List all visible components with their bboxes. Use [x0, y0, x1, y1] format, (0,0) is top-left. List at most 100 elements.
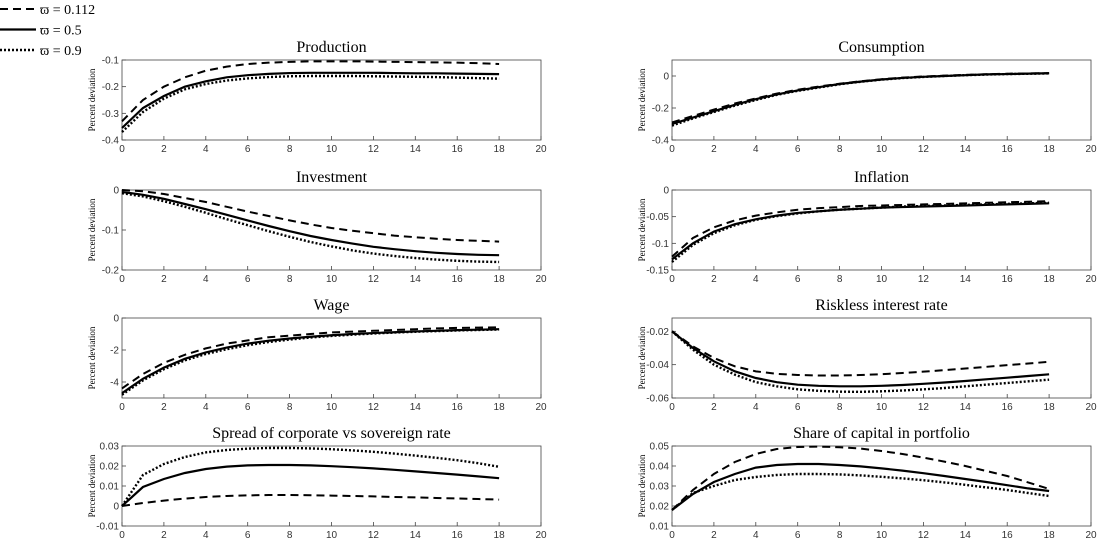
x-tick-label: 20	[535, 144, 547, 155]
x-tick-label: 8	[837, 274, 843, 285]
x-tick-label: 0	[669, 530, 675, 541]
x-tick-label: 20	[535, 274, 547, 285]
y-tick-label: -0.15	[646, 266, 669, 277]
y-axis-label: Percent deviation	[87, 198, 97, 261]
plot-frame	[121, 445, 542, 527]
x-tick-label: 20	[1085, 144, 1097, 155]
x-tick-label: 16	[452, 402, 464, 413]
x-tick-label: 4	[203, 530, 209, 541]
y-tick-label: 0.01	[100, 482, 120, 493]
x-tick-label: 10	[326, 144, 338, 155]
subplot-title: Share of capital in portfolio	[793, 425, 970, 442]
x-tick-label: 4	[203, 402, 209, 413]
subplot-title: Riskless interest rate	[815, 297, 947, 314]
x-tick-label: 18	[1044, 402, 1056, 413]
x-tick-label: 2	[161, 402, 167, 413]
y-tick-label: -0.02	[646, 327, 669, 338]
series-line	[671, 200, 1050, 258]
y-tick-label: -0.1	[102, 226, 120, 237]
x-tick-label: 12	[918, 402, 930, 413]
series-line	[671, 330, 1050, 388]
legend-label: ϖ = 0.9	[40, 44, 82, 59]
series-line	[121, 494, 500, 507]
x-tick-label: 14	[410, 530, 422, 541]
y-axis-label: Percent deviation	[637, 326, 647, 389]
y-tick-label: 0	[113, 186, 119, 197]
y-tick-label: -0.2	[102, 82, 120, 93]
series-line	[121, 463, 500, 507]
x-tick-label: 6	[795, 274, 801, 285]
subplot-title: Consumption	[838, 39, 924, 56]
x-tick-label: 14	[960, 530, 972, 541]
x-tick-label: 16	[452, 274, 464, 285]
x-tick-label: 20	[535, 402, 547, 413]
series-line	[121, 71, 500, 129]
y-axis-label: Percent deviation	[637, 454, 647, 517]
x-tick-label: 14	[410, 274, 422, 285]
x-tick-label: 0	[119, 274, 125, 285]
y-tick-label: -0.4	[102, 136, 120, 147]
x-tick-label: 12	[918, 144, 930, 155]
x-tick-label: 12	[918, 530, 930, 541]
x-tick-label: 18	[1044, 530, 1056, 541]
x-tick-label: 8	[837, 144, 843, 155]
x-tick-label: 10	[876, 402, 888, 413]
y-tick-label: 0.05	[650, 442, 670, 453]
subplot-title: Production	[296, 39, 366, 56]
x-tick-label: 6	[245, 530, 251, 541]
x-tick-label: 10	[876, 530, 888, 541]
subplot-title: Wage	[313, 297, 349, 314]
x-tick-label: 6	[245, 402, 251, 413]
x-tick-label: 16	[452, 144, 464, 155]
x-tick-label: 14	[960, 402, 972, 413]
x-tick-label: 10	[326, 530, 338, 541]
x-tick-label: 6	[245, 144, 251, 155]
y-tick-label: -0.2	[102, 266, 120, 277]
x-tick-label: 0	[669, 144, 675, 155]
x-tick-label: 10	[326, 274, 338, 285]
y-tick-label: -0.05	[646, 212, 669, 223]
x-tick-label: 20	[535, 530, 547, 541]
subplot: Wage Percent deviation 0 2 4 6 8 10 12 14 16 18 20 -4…	[87, 297, 547, 413]
x-tick-label: 14	[410, 402, 422, 413]
series-line	[671, 330, 1050, 377]
subplot-title: Inflation	[854, 169, 909, 186]
x-tick-label: 16	[1002, 402, 1014, 413]
x-tick-label: 20	[1085, 274, 1097, 285]
x-tick-label: 4	[203, 274, 209, 285]
x-tick-label: 2	[711, 144, 717, 155]
y-tick-label: -0.2	[652, 104, 670, 115]
x-tick-label: 18	[1044, 274, 1056, 285]
x-tick-label: 2	[711, 402, 717, 413]
subplot: Spread of corporate vs sovereign rate Per…	[87, 425, 547, 541]
x-tick-label: 12	[368, 530, 380, 541]
subplot: Investment Percent deviation 0 2 4 6 8 10 12 14 16…	[87, 169, 547, 285]
y-tick-label: -0.06	[646, 394, 669, 405]
series-line	[121, 328, 500, 396]
series-line	[121, 60, 500, 123]
y-axis-label: Percent deviation	[87, 326, 97, 389]
x-tick-label: 8	[837, 530, 843, 541]
y-tick-label: 0	[663, 72, 669, 83]
y-axis-label: Percent deviation	[637, 68, 647, 131]
x-tick-label: 2	[711, 274, 717, 285]
x-tick-label: 4	[203, 144, 209, 155]
y-tick-label: 0.03	[100, 442, 120, 453]
y-axis-label: Percent deviation	[87, 454, 97, 517]
x-tick-label: 2	[161, 144, 167, 155]
subplot: Share of capital in portfolio Percent dev…	[637, 425, 1097, 541]
series-line	[121, 74, 500, 133]
x-tick-label: 12	[918, 274, 930, 285]
y-tick-label: 0.02	[650, 502, 670, 513]
x-tick-label: 10	[876, 144, 888, 155]
x-tick-label: 14	[960, 144, 972, 155]
y-tick-label: -0.01	[96, 522, 119, 533]
x-tick-label: 18	[494, 402, 506, 413]
x-tick-label: 12	[368, 274, 380, 285]
x-tick-label: 18	[1044, 144, 1056, 155]
subplot: Riskless interest rate Percent deviation 0…	[637, 297, 1097, 413]
x-tick-label: 12	[368, 402, 380, 413]
y-tick-label: -0.3	[102, 109, 120, 120]
x-tick-label: 14	[410, 144, 422, 155]
x-tick-label: 0	[119, 530, 125, 541]
